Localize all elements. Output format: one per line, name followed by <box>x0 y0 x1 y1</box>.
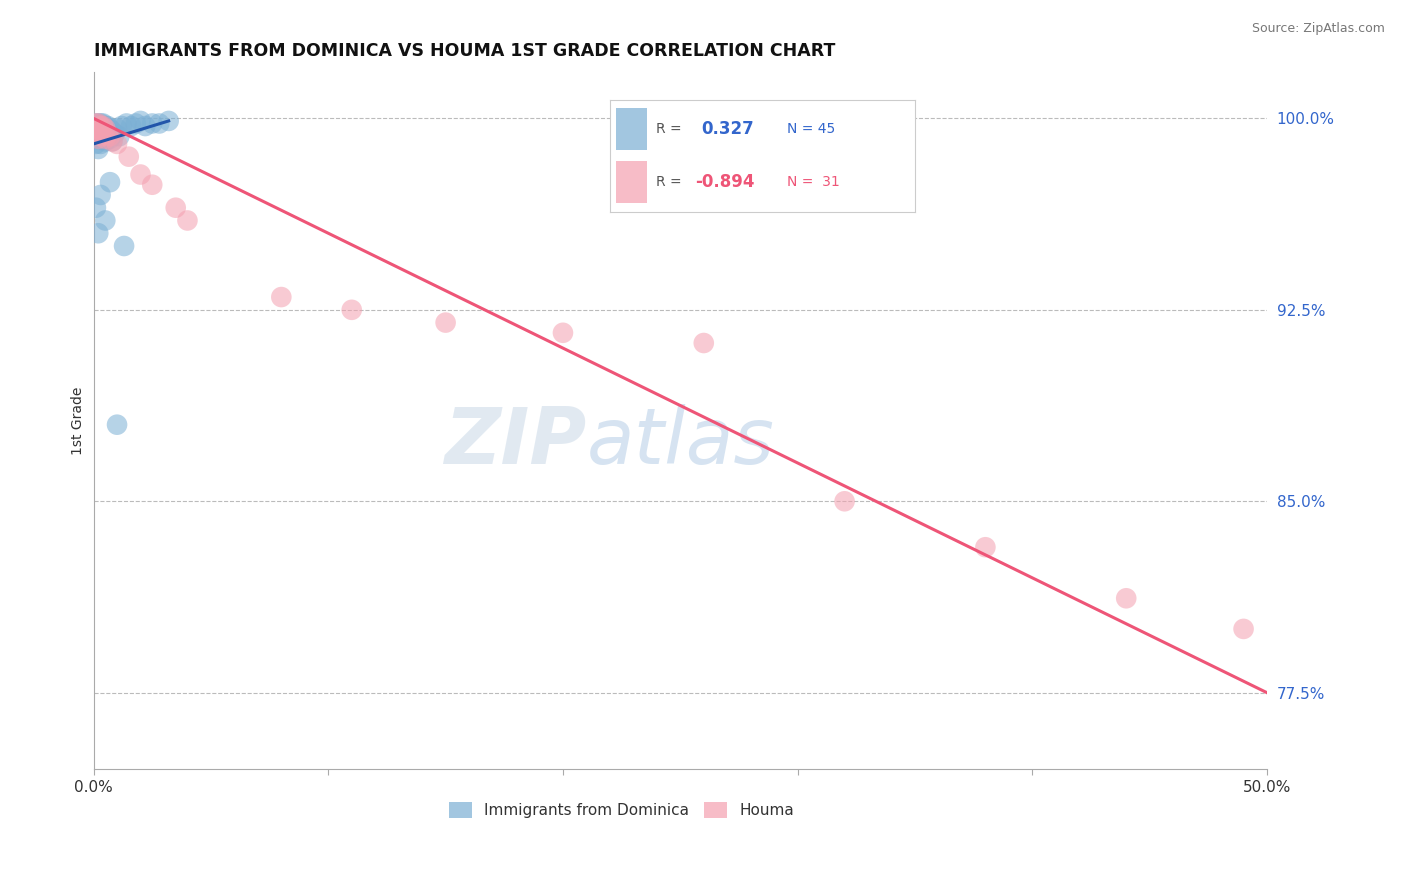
Point <box>1115 591 1137 606</box>
Point <box>87 142 110 156</box>
Point <box>87 132 110 146</box>
Point <box>90 129 112 144</box>
Point <box>340 302 363 317</box>
Point <box>98 175 121 189</box>
Point <box>84 121 107 136</box>
Text: Source: ZipAtlas.com: Source: ZipAtlas.com <box>1251 22 1385 36</box>
Point <box>91 116 114 130</box>
Point <box>115 116 138 130</box>
Point <box>98 129 121 144</box>
Point <box>90 119 112 133</box>
Point <box>111 119 134 133</box>
Point <box>270 290 292 304</box>
Point <box>148 116 170 130</box>
Point <box>134 119 156 133</box>
Point <box>434 316 457 330</box>
Point <box>834 494 856 508</box>
Point <box>101 134 124 148</box>
Point <box>84 136 107 151</box>
Point <box>98 121 121 136</box>
Point <box>90 121 112 136</box>
Point <box>94 127 117 141</box>
Point <box>91 119 114 133</box>
Point <box>98 132 121 146</box>
Point <box>91 127 114 141</box>
Legend: Immigrants from Dominica, Houma: Immigrants from Dominica, Houma <box>443 797 800 824</box>
Point <box>105 121 128 136</box>
Point <box>84 132 107 146</box>
Point <box>87 226 110 240</box>
Point <box>693 336 716 351</box>
Point <box>87 121 110 136</box>
Point <box>551 326 574 340</box>
Point <box>84 127 107 141</box>
Point <box>101 124 124 138</box>
Point <box>90 188 112 202</box>
Point <box>87 116 110 130</box>
Text: ZIP: ZIP <box>444 404 586 480</box>
Point <box>105 417 128 432</box>
Point <box>108 129 131 144</box>
Point <box>87 121 110 136</box>
Point <box>94 134 117 148</box>
Point <box>176 213 198 227</box>
Point <box>125 116 148 130</box>
Point <box>84 127 107 141</box>
Text: atlas: atlas <box>586 404 775 480</box>
Point <box>94 213 117 227</box>
Point <box>90 124 112 138</box>
Point <box>118 150 141 164</box>
Point <box>97 127 120 141</box>
Point <box>104 127 127 141</box>
Text: IMMIGRANTS FROM DOMINICA VS HOUMA 1ST GRADE CORRELATION CHART: IMMIGRANTS FROM DOMINICA VS HOUMA 1ST GR… <box>94 42 835 60</box>
Point <box>129 114 152 128</box>
Point <box>97 129 120 144</box>
Point <box>112 239 135 253</box>
Point <box>94 132 117 146</box>
Point <box>84 201 107 215</box>
Y-axis label: 1st Grade: 1st Grade <box>72 386 86 455</box>
Point <box>141 178 163 192</box>
Point <box>84 116 107 130</box>
Point <box>105 136 128 151</box>
Point <box>94 119 117 133</box>
Point <box>87 116 110 130</box>
Point <box>94 121 117 136</box>
Point <box>91 124 114 138</box>
Point <box>974 540 997 554</box>
Point <box>101 134 124 148</box>
Point <box>90 127 112 141</box>
Point <box>157 114 180 128</box>
Point <box>120 119 142 133</box>
Point <box>97 119 120 133</box>
Point <box>1232 622 1254 636</box>
Point <box>87 127 110 141</box>
Point <box>90 116 112 130</box>
Point <box>87 132 110 146</box>
Point <box>91 132 114 146</box>
Point <box>129 168 152 182</box>
Point <box>84 121 107 136</box>
Point <box>165 201 187 215</box>
Point <box>141 116 163 130</box>
Point <box>84 116 107 130</box>
Point <box>90 136 112 151</box>
